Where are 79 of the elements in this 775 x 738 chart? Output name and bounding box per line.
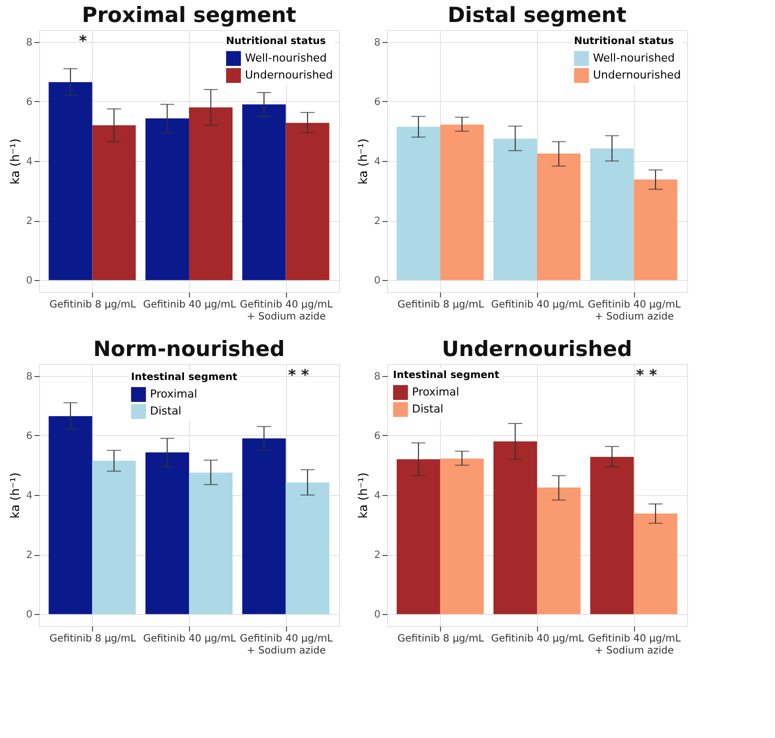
legend-title: Intestinal segment [131,372,238,383]
bar [634,513,678,614]
bar [537,154,581,280]
y-tick-label: 6 [26,430,32,442]
y-tick-label: 0 [26,276,32,287]
text: * * [636,366,657,384]
bar [286,122,330,280]
bar [145,118,189,280]
text: * * [288,366,309,384]
y-axis-title: ka (h⁻¹) [8,138,22,185]
x-tick-label: Gefitinib 8 µg/mL [49,300,136,310]
bar [92,460,136,614]
chart-title: Norm-nourished [93,337,285,361]
y-tick-label: 0 [374,276,380,287]
y-tick-label: 0 [26,610,32,621]
bar [440,458,484,614]
bar [145,452,189,614]
x-tick-label: Gefitinib 8 µg/mL [49,634,136,644]
legend-title: Intestinal segment [393,370,500,381]
bar [242,438,286,614]
y-tick-label: 2 [26,550,32,562]
y-tick-label: 2 [374,216,380,228]
y-axis-title: ka (h⁻¹) [8,472,22,519]
bar [590,456,634,614]
x-tick-label: Gefitinib 40 µg/mL [143,300,236,310]
bar [242,104,286,280]
legend-label: Undernourished [593,68,681,82]
bar [537,488,581,614]
legend-label: Well-nourished [593,52,675,64]
y-tick-label: 8 [374,37,380,48]
chart-title: Proximal segment [82,3,296,27]
legend-label: Distal [150,404,182,418]
x-tick-label: Gefitinib 40 µg/mL [491,634,584,644]
y-axis-title: ka (h⁻¹) [356,472,370,519]
bar [189,472,233,614]
y-tick-label: 6 [374,96,380,108]
y-tick-label: 4 [374,156,380,168]
x-tick-label: Gefitinib 40 µg/mL + Sodium azide [240,300,334,322]
y-tick-label: 4 [26,490,32,502]
x-tick-label: Gefitinib 8 µg/mL [397,634,484,644]
y-tick-label: 0 [374,610,380,621]
x-tick-label: Gefitinib 40 µg/mL + Sodium azide [240,634,334,656]
y-tick-label: 2 [374,550,380,562]
bar [396,459,440,614]
bar [48,82,92,280]
x-tick-label: Gefitinib 40 µg/mL [143,634,236,644]
bar [493,441,537,614]
x-tick-label: Gefitinib 8 µg/mL [397,300,484,310]
bar [493,138,537,280]
x-tick-label: Gefitinib 40 µg/mL + Sodium azide [588,634,682,656]
y-tick-label: 6 [374,430,380,442]
legend-label: Well-nourished [245,52,327,64]
legend-title: Nutritional status [226,36,326,47]
y-tick-label: 4 [26,156,32,168]
legend-label: Proximal [412,386,460,398]
bar [189,107,233,280]
bar [286,482,330,614]
y-axis-title: ka (h⁻¹) [356,138,370,185]
annotation: * [79,32,87,50]
chart-title: Undernourished [442,337,632,361]
legend-label: Proximal [150,388,198,400]
y-tick-label: 2 [26,216,32,228]
chart-title: Distal segment [448,3,626,27]
bar [590,148,634,280]
y-tick-label: 8 [26,37,32,48]
legend-label: Undernourished [245,68,333,82]
legend-label: Distal [412,402,444,416]
x-tick-label: Gefitinib 40 µg/mL + Sodium azide [588,300,682,322]
y-tick-label: 8 [374,371,380,382]
x-tick-label: Gefitinib 40 µg/mL [491,300,584,310]
y-tick-label: 4 [374,490,380,502]
legend-title: Nutritional status [574,36,674,47]
y-tick-label: 8 [26,371,32,382]
bar [92,125,136,280]
bar [396,126,440,280]
bar [48,416,92,614]
bar [440,124,484,280]
y-tick-label: 6 [26,96,32,108]
bar [634,179,678,280]
